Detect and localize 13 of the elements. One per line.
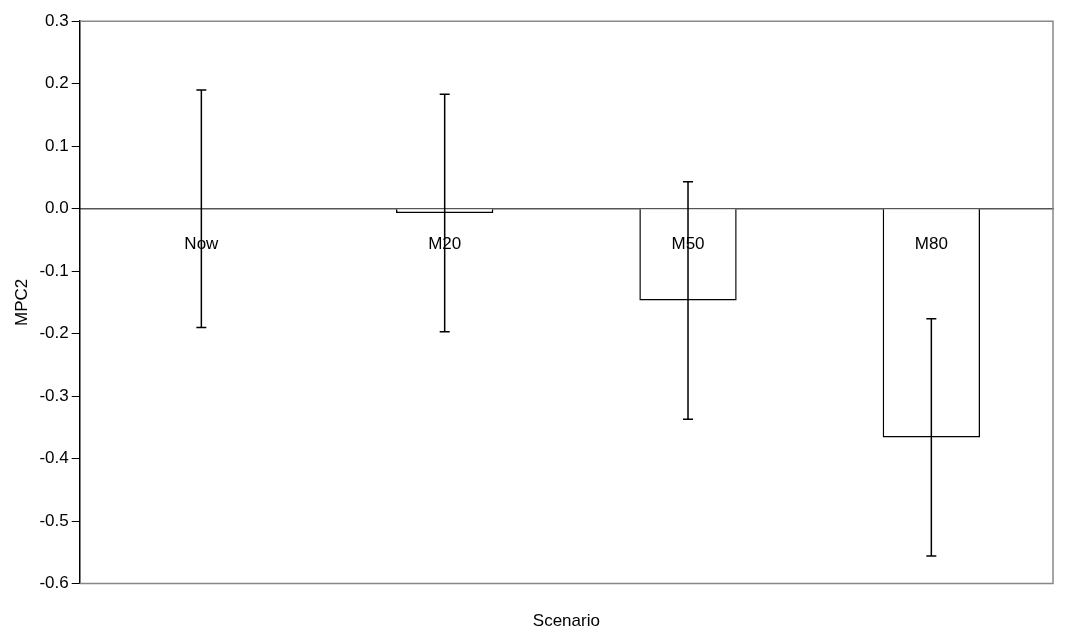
- y-tick-label: 0.2: [45, 73, 69, 93]
- y-tick-label: -0.5: [39, 510, 69, 530]
- y-tick-label: 0.0: [45, 198, 69, 218]
- y-tick-label: -0.6: [39, 573, 69, 593]
- y-tick-label: 0.3: [45, 10, 69, 30]
- y-tick-label: -0.1: [39, 260, 69, 280]
- y-tick-label: -0.3: [39, 385, 69, 405]
- y-axis-title: MPC2: [11, 278, 31, 327]
- x-axis-title: Scenario: [532, 611, 600, 631]
- y-tick-label: 0.1: [45, 135, 69, 155]
- x-tick-label: M80: [914, 234, 948, 254]
- y-tick-label: -0.4: [39, 448, 69, 468]
- y-tick-label: -0.2: [39, 323, 69, 343]
